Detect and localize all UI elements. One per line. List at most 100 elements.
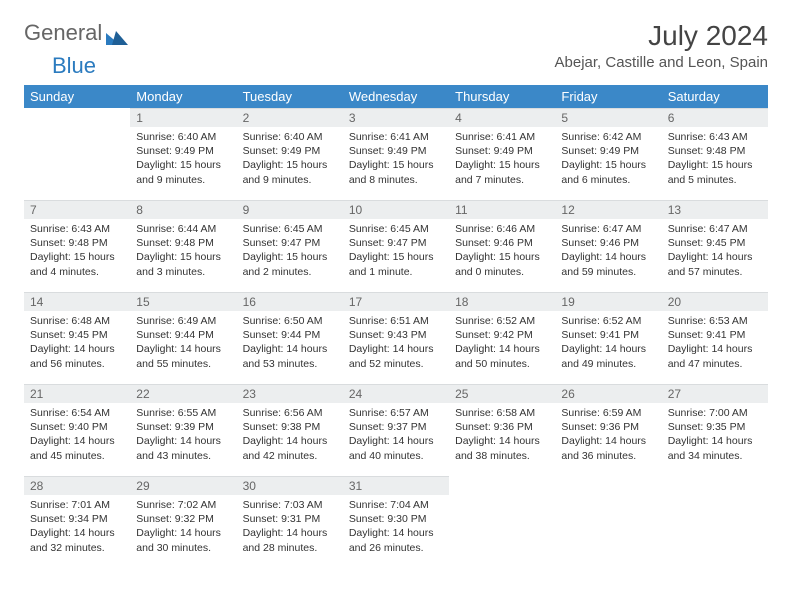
daylight-line: Daylight: 14 hours and 50 minutes. — [455, 342, 549, 370]
sunset-line: Sunset: 9:36 PM — [455, 420, 549, 434]
sunset-line: Sunset: 9:44 PM — [243, 328, 337, 342]
day-details: Sunrise: 7:00 AMSunset: 9:35 PMDaylight:… — [662, 403, 768, 467]
day-number: 10 — [343, 200, 449, 219]
daylight-line: Daylight: 14 hours and 45 minutes. — [30, 434, 124, 462]
day-details: Sunrise: 6:41 AMSunset: 9:49 PMDaylight:… — [343, 127, 449, 191]
calendar-day-cell: 12Sunrise: 6:47 AMSunset: 9:46 PMDayligh… — [555, 200, 661, 292]
calendar-day-cell: 1Sunrise: 6:40 AMSunset: 9:49 PMDaylight… — [130, 108, 236, 200]
day-number: 18 — [449, 292, 555, 311]
day-number: 15 — [130, 292, 236, 311]
triangle-icon — [106, 25, 128, 41]
weekday-header: Sunday — [24, 85, 130, 108]
sunset-line: Sunset: 9:38 PM — [243, 420, 337, 434]
day-number: 26 — [555, 384, 661, 403]
day-details: Sunrise: 6:57 AMSunset: 9:37 PMDaylight:… — [343, 403, 449, 467]
sunrise-line: Sunrise: 6:41 AM — [349, 130, 443, 144]
day-details: Sunrise: 6:56 AMSunset: 9:38 PMDaylight:… — [237, 403, 343, 467]
calendar-week-row: 1Sunrise: 6:40 AMSunset: 9:49 PMDaylight… — [24, 108, 768, 200]
sunset-line: Sunset: 9:43 PM — [349, 328, 443, 342]
sunset-line: Sunset: 9:41 PM — [561, 328, 655, 342]
daylight-line: Daylight: 15 hours and 9 minutes. — [243, 158, 337, 186]
calendar-day-cell: 27Sunrise: 7:00 AMSunset: 9:35 PMDayligh… — [662, 384, 768, 476]
day-details: Sunrise: 6:54 AMSunset: 9:40 PMDaylight:… — [24, 403, 130, 467]
sunset-line: Sunset: 9:30 PM — [349, 512, 443, 526]
calendar-day-cell: 26Sunrise: 6:59 AMSunset: 9:36 PMDayligh… — [555, 384, 661, 476]
day-number: 16 — [237, 292, 343, 311]
sunset-line: Sunset: 9:44 PM — [136, 328, 230, 342]
daylight-line: Daylight: 14 hours and 42 minutes. — [243, 434, 337, 462]
sunrise-line: Sunrise: 6:42 AM — [561, 130, 655, 144]
day-details: Sunrise: 6:45 AMSunset: 9:47 PMDaylight:… — [237, 219, 343, 283]
day-details: Sunrise: 6:46 AMSunset: 9:46 PMDaylight:… — [449, 219, 555, 283]
day-number: 13 — [662, 200, 768, 219]
sunrise-line: Sunrise: 6:46 AM — [455, 222, 549, 236]
sunrise-line: Sunrise: 6:43 AM — [668, 130, 762, 144]
day-number: 2 — [237, 108, 343, 127]
daylight-line: Daylight: 15 hours and 4 minutes. — [30, 250, 124, 278]
day-details: Sunrise: 6:48 AMSunset: 9:45 PMDaylight:… — [24, 311, 130, 375]
calendar-day-cell: 30Sunrise: 7:03 AMSunset: 9:31 PMDayligh… — [237, 476, 343, 568]
daylight-line: Daylight: 14 hours and 30 minutes. — [136, 526, 230, 554]
day-details: Sunrise: 6:44 AMSunset: 9:48 PMDaylight:… — [130, 219, 236, 283]
day-number: 9 — [237, 200, 343, 219]
calendar-day-cell: 22Sunrise: 6:55 AMSunset: 9:39 PMDayligh… — [130, 384, 236, 476]
daylight-line: Daylight: 14 hours and 28 minutes. — [243, 526, 337, 554]
daylight-line: Daylight: 14 hours and 56 minutes. — [30, 342, 124, 370]
sunrise-line: Sunrise: 6:51 AM — [349, 314, 443, 328]
day-details: Sunrise: 6:55 AMSunset: 9:39 PMDaylight:… — [130, 403, 236, 467]
calendar-week-row: 14Sunrise: 6:48 AMSunset: 9:45 PMDayligh… — [24, 292, 768, 384]
daylight-line: Daylight: 15 hours and 5 minutes. — [668, 158, 762, 186]
daylight-line: Daylight: 15 hours and 3 minutes. — [136, 250, 230, 278]
sunrise-line: Sunrise: 6:44 AM — [136, 222, 230, 236]
sunset-line: Sunset: 9:34 PM — [30, 512, 124, 526]
calendar-empty-cell — [24, 108, 130, 200]
daylight-line: Daylight: 15 hours and 0 minutes. — [455, 250, 549, 278]
calendar-day-cell: 10Sunrise: 6:45 AMSunset: 9:47 PMDayligh… — [343, 200, 449, 292]
sunrise-line: Sunrise: 6:52 AM — [455, 314, 549, 328]
day-number: 19 — [555, 292, 661, 311]
calendar-day-cell: 11Sunrise: 6:46 AMSunset: 9:46 PMDayligh… — [449, 200, 555, 292]
calendar-day-cell: 3Sunrise: 6:41 AMSunset: 9:49 PMDaylight… — [343, 108, 449, 200]
calendar-week-row: 21Sunrise: 6:54 AMSunset: 9:40 PMDayligh… — [24, 384, 768, 476]
day-details: Sunrise: 6:52 AMSunset: 9:41 PMDaylight:… — [555, 311, 661, 375]
day-number: 29 — [130, 476, 236, 495]
sunrise-line: Sunrise: 7:04 AM — [349, 498, 443, 512]
daylight-line: Daylight: 14 hours and 53 minutes. — [243, 342, 337, 370]
sunset-line: Sunset: 9:49 PM — [243, 144, 337, 158]
sunset-line: Sunset: 9:48 PM — [136, 236, 230, 250]
daylight-line: Daylight: 15 hours and 2 minutes. — [243, 250, 337, 278]
sunset-line: Sunset: 9:49 PM — [349, 144, 443, 158]
day-number: 22 — [130, 384, 236, 403]
day-number: 24 — [343, 384, 449, 403]
day-details: Sunrise: 6:42 AMSunset: 9:49 PMDaylight:… — [555, 127, 661, 191]
day-number: 12 — [555, 200, 661, 219]
weekday-header: Monday — [130, 85, 236, 108]
day-details: Sunrise: 6:49 AMSunset: 9:44 PMDaylight:… — [130, 311, 236, 375]
day-number: 11 — [449, 200, 555, 219]
sunrise-line: Sunrise: 6:40 AM — [243, 130, 337, 144]
sunrise-line: Sunrise: 6:54 AM — [30, 406, 124, 420]
daylight-line: Daylight: 15 hours and 8 minutes. — [349, 158, 443, 186]
day-number: 25 — [449, 384, 555, 403]
day-details: Sunrise: 6:47 AMSunset: 9:45 PMDaylight:… — [662, 219, 768, 283]
daylight-line: Daylight: 15 hours and 6 minutes. — [561, 158, 655, 186]
daylight-line: Daylight: 14 hours and 36 minutes. — [561, 434, 655, 462]
day-details: Sunrise: 7:02 AMSunset: 9:32 PMDaylight:… — [130, 495, 236, 559]
day-details: Sunrise: 7:04 AMSunset: 9:30 PMDaylight:… — [343, 495, 449, 559]
sunrise-line: Sunrise: 6:59 AM — [561, 406, 655, 420]
calendar-day-cell: 15Sunrise: 6:49 AMSunset: 9:44 PMDayligh… — [130, 292, 236, 384]
weekday-header: Friday — [555, 85, 661, 108]
day-number: 31 — [343, 476, 449, 495]
calendar-empty-cell — [555, 476, 661, 568]
calendar-week-row: 7Sunrise: 6:43 AMSunset: 9:48 PMDaylight… — [24, 200, 768, 292]
daylight-line: Daylight: 14 hours and 40 minutes. — [349, 434, 443, 462]
weekday-header: Saturday — [662, 85, 768, 108]
sunset-line: Sunset: 9:49 PM — [136, 144, 230, 158]
calendar-day-cell: 18Sunrise: 6:52 AMSunset: 9:42 PMDayligh… — [449, 292, 555, 384]
title-block: July 2024 Abejar, Castille and Leon, Spa… — [555, 20, 768, 71]
sunrise-line: Sunrise: 6:47 AM — [668, 222, 762, 236]
daylight-line: Daylight: 14 hours and 59 minutes. — [561, 250, 655, 278]
daylight-line: Daylight: 14 hours and 34 minutes. — [668, 434, 762, 462]
calendar-day-cell: 19Sunrise: 6:52 AMSunset: 9:41 PMDayligh… — [555, 292, 661, 384]
sunset-line: Sunset: 9:49 PM — [455, 144, 549, 158]
